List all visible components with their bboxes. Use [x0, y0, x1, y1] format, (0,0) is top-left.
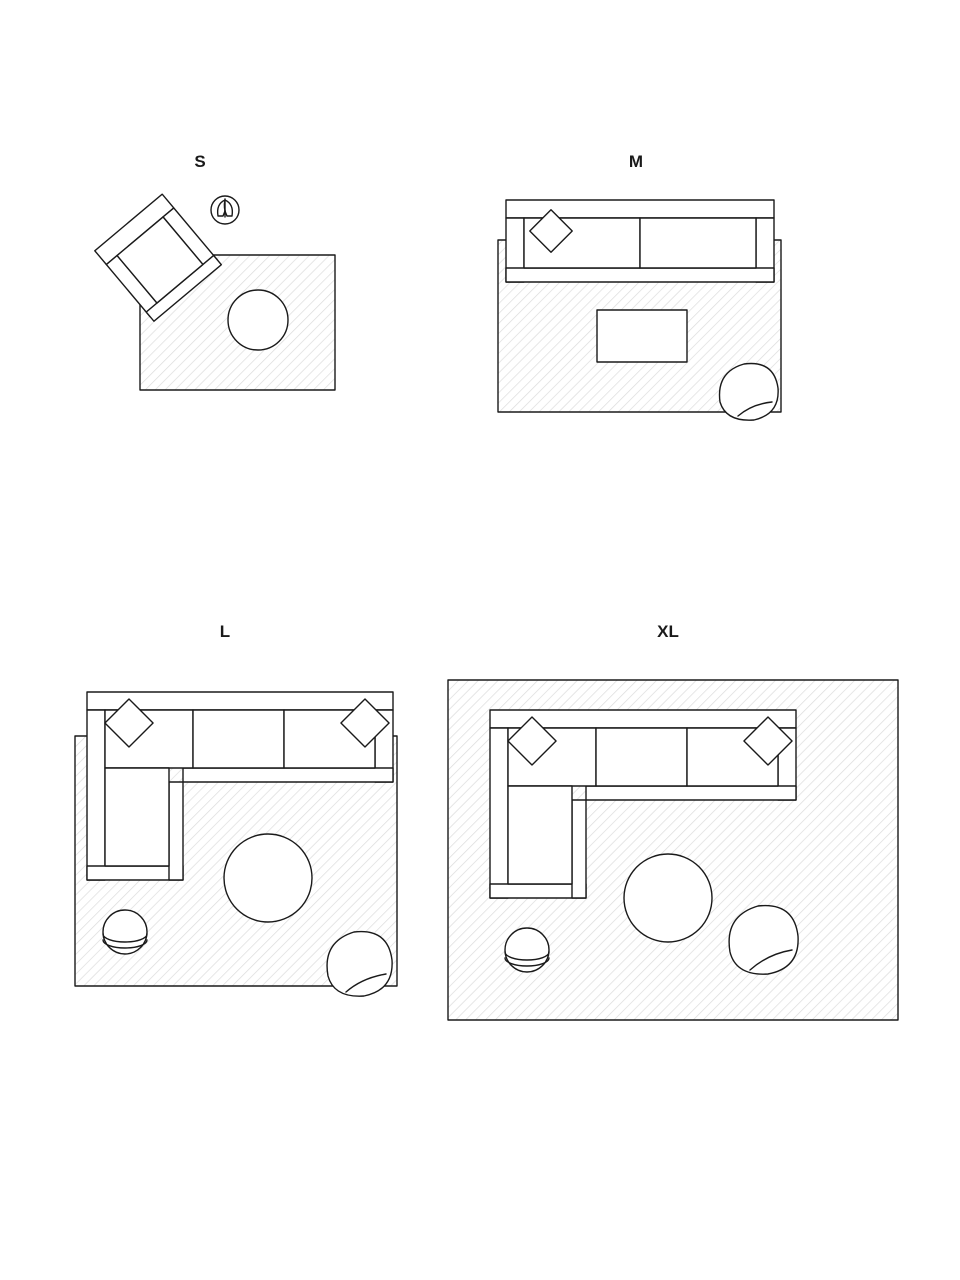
- beanbag-m: [720, 364, 779, 421]
- beanbag-l: [327, 932, 392, 997]
- side-table-xl: [505, 928, 549, 972]
- floorplan-svg: [0, 0, 960, 1280]
- label-l: L: [215, 622, 235, 642]
- side-table-l: [103, 910, 147, 954]
- label-s: S: [190, 152, 210, 172]
- sofa-m: [506, 200, 774, 282]
- label-m: M: [626, 152, 646, 172]
- plant-s: [211, 196, 239, 224]
- label-xl: XL: [654, 622, 682, 642]
- beanbag-xl: [729, 906, 798, 975]
- round-table-s: [228, 290, 288, 350]
- coffee-table-m: [597, 310, 687, 362]
- rug-size-diagram: S M L XL: [0, 0, 960, 1280]
- round-table-l: [224, 834, 312, 922]
- round-table-xl: [624, 854, 712, 942]
